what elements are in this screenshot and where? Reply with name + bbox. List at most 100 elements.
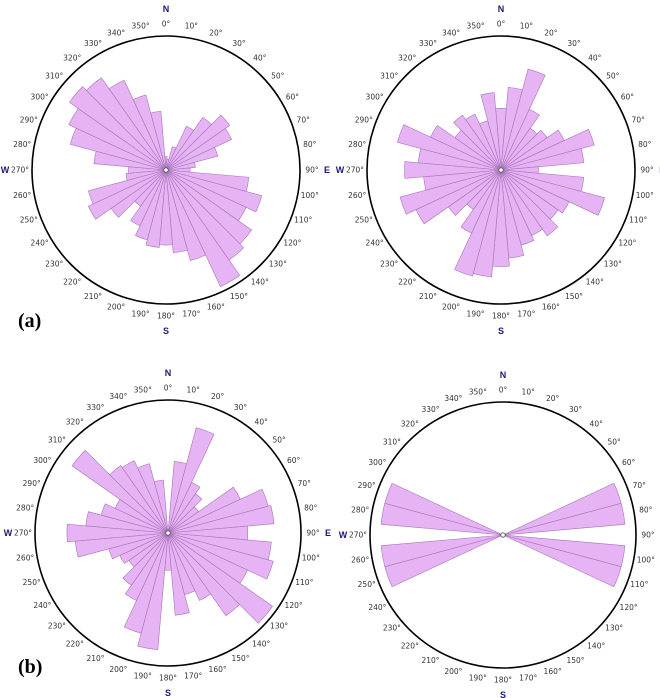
tick-label-330: 330° <box>86 403 104 412</box>
tick-label-170: 170° <box>517 309 535 318</box>
tick-label-50: 50° <box>272 435 286 444</box>
tick-label-110: 110° <box>629 215 647 224</box>
tick-label-110: 110° <box>294 215 312 224</box>
cardinal-S: S <box>165 688 171 698</box>
tick-label-30: 30° <box>567 39 581 48</box>
petal-220deg <box>122 532 169 586</box>
tick-label-70: 70° <box>633 481 647 490</box>
petal-150deg <box>167 532 212 601</box>
tick-label-160: 160° <box>544 667 562 676</box>
petal-260deg <box>125 169 167 181</box>
tick-label-130: 130° <box>269 259 287 268</box>
tick-label-220: 220° <box>63 277 81 286</box>
petal-70deg <box>165 146 219 171</box>
tick-label-230: 230° <box>380 259 398 268</box>
panel-label-b: (b) <box>18 656 43 678</box>
tick-label-190: 190° <box>134 671 152 680</box>
tick-label-80: 80° <box>303 140 317 149</box>
tick-label-350: 350° <box>134 386 152 395</box>
petal-210deg <box>460 169 502 234</box>
tick-label-320: 320° <box>401 419 419 428</box>
tick-label-90: 90° <box>641 531 655 540</box>
tick-label-260: 260° <box>348 191 366 200</box>
cardinal-N: N <box>500 370 507 380</box>
center-point <box>165 530 171 536</box>
tick-label-70: 70° <box>297 116 311 125</box>
tick-label-170: 170° <box>184 671 202 680</box>
cardinal-E: E <box>324 165 330 175</box>
tick-label-290: 290° <box>20 116 38 125</box>
tick-label-250: 250° <box>358 580 376 589</box>
tick-label-210: 210° <box>419 292 437 301</box>
tick-label-10: 10° <box>520 22 534 31</box>
tick-label-230: 230° <box>45 259 63 268</box>
tick-label-300: 300° <box>33 456 51 465</box>
petal-270deg <box>66 523 169 543</box>
petal-140deg <box>167 532 240 617</box>
rose-diagram-b-left: 0° 10° 20° 30° 40°50° 60° 70° 80° 90° 100° 110° 120… <box>4 368 331 698</box>
tick-label-250: 250° <box>355 215 373 224</box>
tick-label-160: 160° <box>209 665 227 674</box>
petal-150deg <box>165 169 241 287</box>
tick-label-180: 180° <box>494 676 512 685</box>
petal-40deg <box>167 493 203 534</box>
tick-label-220: 220° <box>401 642 419 651</box>
tick-label-150: 150° <box>231 654 249 663</box>
petal-240deg <box>87 169 167 220</box>
petal-110deg <box>502 534 622 588</box>
cardinal-N: N <box>163 4 170 14</box>
tick-label-250: 250° <box>23 578 41 587</box>
cardinal-E: E <box>325 528 331 538</box>
tick-label-160: 160° <box>542 303 560 312</box>
petal-20deg <box>167 427 215 534</box>
petal-60deg <box>165 128 232 171</box>
petal-110deg <box>165 169 263 213</box>
tick-label-0: 0° <box>499 386 508 395</box>
petal-160deg <box>165 169 207 261</box>
petal-350deg <box>480 92 502 171</box>
tick-label-200: 200° <box>109 665 127 674</box>
tick-label-60: 60° <box>621 93 635 102</box>
rose-diagram-b-right: 0° 10° 20° 30° 40°50° 60° 70° 80° 90° 100° 110° 120… <box>339 370 660 698</box>
tick-label-60: 60° <box>287 456 301 465</box>
tick-label-340: 340° <box>444 394 462 403</box>
petal-290deg <box>397 124 502 171</box>
tick-label-320: 320° <box>63 54 81 63</box>
tick-label-150: 150° <box>565 292 583 301</box>
cardinal-N: N <box>498 4 505 14</box>
tick-label-20: 20° <box>211 392 225 401</box>
petal-270deg <box>404 161 502 179</box>
tick-label-190: 190° <box>469 673 487 682</box>
tick-label-170: 170° <box>519 673 537 682</box>
petal-120deg <box>500 169 570 214</box>
outer-circle <box>369 401 637 669</box>
tick-label-300: 300° <box>366 93 384 102</box>
petal-30deg <box>500 108 540 171</box>
petal-30deg <box>167 481 201 534</box>
tick-label-50: 50° <box>607 437 621 446</box>
petal-170deg <box>167 532 190 616</box>
tick-label-290: 290° <box>358 481 376 490</box>
tick-label-10: 10° <box>522 388 536 397</box>
tick-label-330: 330° <box>419 39 437 48</box>
tick-label-60: 60° <box>286 93 300 102</box>
petal-340deg <box>137 463 169 534</box>
tick-label-90: 90° <box>305 166 319 175</box>
tick-label-250: 250° <box>20 215 38 224</box>
tick-label-260: 260° <box>16 554 34 563</box>
petal-340deg <box>132 94 167 171</box>
petal-70deg <box>500 128 595 171</box>
tick-label-240: 240° <box>368 603 386 612</box>
panel-label-a: (a) <box>18 310 42 332</box>
petal-330deg <box>121 460 169 534</box>
petal-320deg <box>85 77 167 171</box>
tick-label-100: 100° <box>637 556 655 565</box>
tick-label-310: 310° <box>383 437 401 446</box>
tick-label-180: 180° <box>159 674 177 683</box>
tick-label-210: 210° <box>84 292 102 301</box>
petal-310deg <box>71 449 169 534</box>
petal-80deg <box>502 502 626 536</box>
tick-label-50: 50° <box>271 72 285 81</box>
tick-label-210: 210° <box>421 656 439 665</box>
